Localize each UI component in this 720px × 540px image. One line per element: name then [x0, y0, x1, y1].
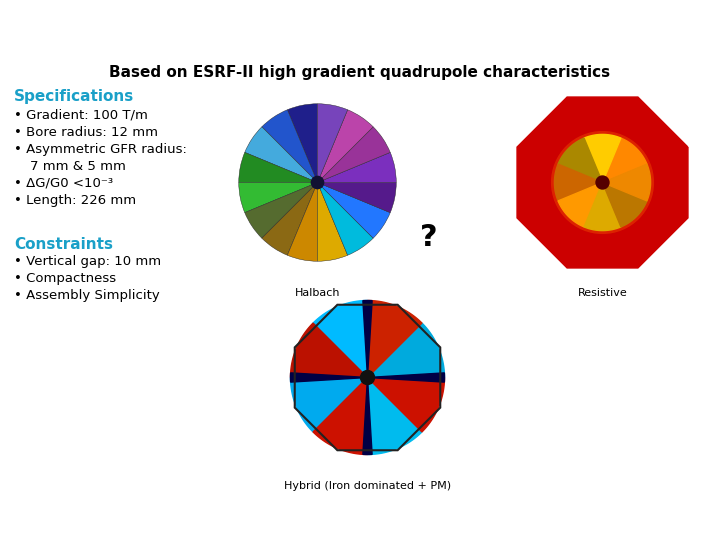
Text: • Asymmetric GFR radius:: • Asymmetric GFR radius:	[14, 143, 187, 156]
Text: • Vertical gap: 10 mm: • Vertical gap: 10 mm	[14, 255, 161, 268]
Wedge shape	[318, 104, 348, 183]
Text: P. N’gotta: P. N’gotta	[626, 518, 670, 527]
Wedge shape	[287, 183, 318, 261]
Polygon shape	[558, 183, 603, 227]
Polygon shape	[584, 134, 621, 183]
Text: 7: 7	[695, 517, 701, 528]
Text: Halbach: Halbach	[294, 288, 341, 299]
Polygon shape	[603, 164, 651, 201]
Polygon shape	[584, 183, 621, 231]
Polygon shape	[290, 373, 367, 382]
Text: • Bore radius: 12 mm: • Bore radius: 12 mm	[14, 126, 158, 139]
Text: • ΔG/G0 <10⁻³: • ΔG/G0 <10⁻³	[14, 177, 113, 190]
Text: 7 mm & 5 mm: 7 mm & 5 mm	[30, 160, 126, 173]
Wedge shape	[245, 183, 318, 238]
Text: Constraints: Constraints	[14, 237, 113, 252]
Polygon shape	[558, 138, 603, 183]
Wedge shape	[287, 104, 318, 183]
Text: A light for Science: A light for Science	[608, 22, 703, 32]
Wedge shape	[318, 183, 373, 255]
Circle shape	[552, 132, 653, 233]
Polygon shape	[603, 183, 647, 227]
Wedge shape	[262, 110, 318, 183]
Polygon shape	[367, 300, 422, 377]
Text: Hybrid (Iron dominated + PM): Hybrid (Iron dominated + PM)	[284, 481, 451, 491]
Text: European Synchrotron Radiation Facility: European Synchrotron Radiation Facility	[14, 518, 197, 527]
Text: ?: ?	[420, 223, 437, 252]
Polygon shape	[313, 300, 367, 377]
Polygon shape	[367, 373, 444, 382]
Polygon shape	[363, 300, 372, 377]
Wedge shape	[318, 127, 390, 183]
Polygon shape	[290, 377, 367, 432]
Wedge shape	[245, 127, 318, 183]
Text: • Compactness: • Compactness	[14, 272, 116, 285]
Wedge shape	[318, 183, 390, 238]
Text: Based on ESRF-II high gradient quadrupole characteristics: Based on ESRF-II high gradient quadrupol…	[109, 65, 611, 80]
Polygon shape	[367, 377, 422, 455]
Text: Specifications: Specifications	[14, 89, 134, 104]
Wedge shape	[318, 110, 373, 183]
Wedge shape	[239, 183, 318, 213]
Text: • Assembly Simplicity: • Assembly Simplicity	[14, 289, 160, 302]
Circle shape	[311, 177, 323, 188]
Wedge shape	[318, 183, 348, 261]
Text: • Length: 226 mm: • Length: 226 mm	[14, 194, 136, 207]
Polygon shape	[363, 377, 372, 455]
Polygon shape	[367, 323, 444, 377]
Circle shape	[32, 22, 52, 23]
Polygon shape	[603, 138, 647, 183]
Polygon shape	[367, 377, 444, 432]
Text: • Gradient: 100 T/m: • Gradient: 100 T/m	[14, 109, 148, 122]
Text: Resistive: Resistive	[577, 288, 627, 299]
Polygon shape	[313, 377, 367, 455]
Wedge shape	[318, 183, 396, 213]
Wedge shape	[262, 183, 318, 255]
Circle shape	[596, 176, 609, 189]
Polygon shape	[517, 97, 688, 268]
Text: High gradient quadrupole specifications: High gradient quadrupole specifications	[102, 17, 575, 37]
Wedge shape	[239, 152, 318, 183]
Text: ESRF: ESRF	[33, 44, 50, 49]
Wedge shape	[318, 152, 396, 183]
Circle shape	[361, 370, 374, 384]
Polygon shape	[290, 323, 367, 377]
Polygon shape	[554, 164, 603, 201]
